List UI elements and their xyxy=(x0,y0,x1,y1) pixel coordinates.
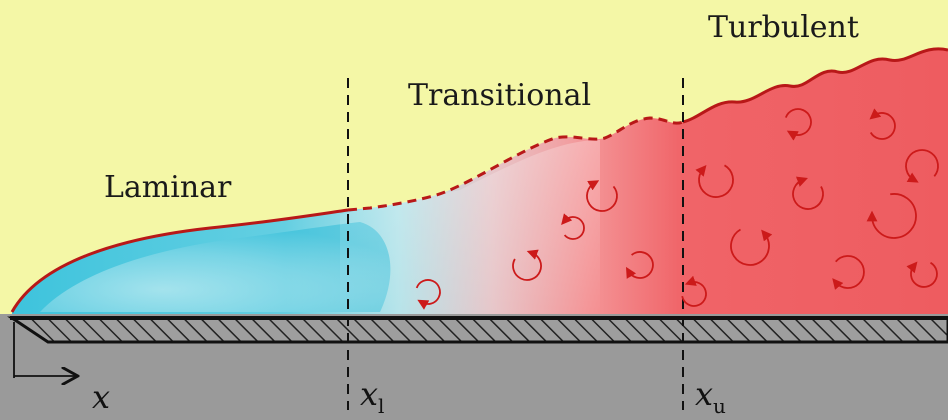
lower-bound-label: xl xyxy=(360,375,384,418)
turbulent-label: Turbulent xyxy=(708,10,859,45)
vortex-icon xyxy=(866,193,917,239)
vortex-icon xyxy=(561,213,585,240)
flat-plate xyxy=(7,316,948,344)
lower-bound-subscript: l xyxy=(378,394,384,418)
laminar-edge-line xyxy=(10,208,349,313)
vortex-icon xyxy=(681,275,707,307)
vortex-icon xyxy=(415,279,441,310)
turbulent-edge-line xyxy=(682,47,948,124)
vortex-group xyxy=(415,108,939,310)
vortex-icon xyxy=(906,261,938,288)
laminar-core xyxy=(40,222,391,312)
transition-blend xyxy=(340,140,600,318)
upper-bound-symbol: x xyxy=(695,375,713,413)
vortex-icon xyxy=(869,108,896,140)
vortex-icon xyxy=(730,228,773,266)
vortex-icon xyxy=(695,164,734,198)
vortex-icon xyxy=(625,251,654,279)
transitional-edge-line xyxy=(347,116,684,212)
vortex-icon xyxy=(586,180,618,212)
upper-bound-subscript: u xyxy=(713,394,726,418)
vortex-icon xyxy=(784,108,812,141)
transitional-label: Transitional xyxy=(408,78,591,113)
x-axis-label: x xyxy=(92,378,110,416)
lower-bound-symbol: x xyxy=(360,375,378,413)
vortex-icon xyxy=(832,255,865,290)
upper-bound-label: xu xyxy=(695,375,726,418)
vortex-icon xyxy=(792,176,824,210)
vortex-icon xyxy=(905,149,939,183)
vortex-icon xyxy=(512,249,542,281)
laminar-label: Laminar xyxy=(104,170,232,205)
x-axis-arrow-icon xyxy=(13,322,76,378)
